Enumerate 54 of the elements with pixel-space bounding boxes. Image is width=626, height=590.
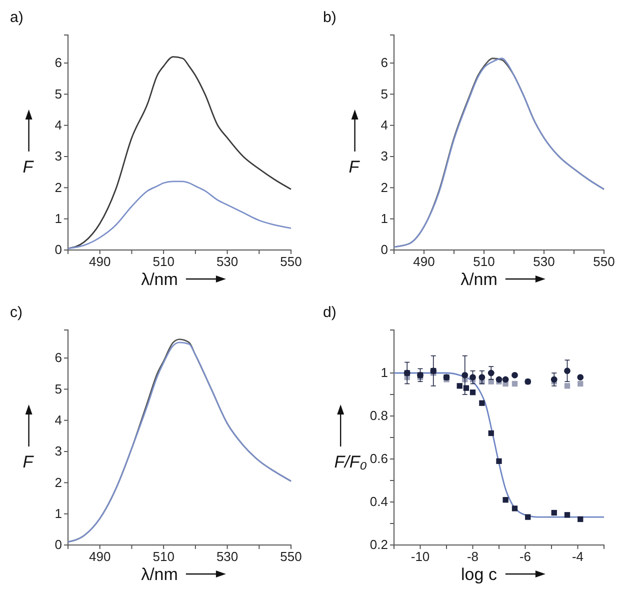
chart-title: b): [323, 9, 336, 26]
y-tick-label: 2: [54, 474, 62, 490]
y-tick-label: 0.4: [370, 494, 388, 510]
x-tick-label: -6: [519, 549, 532, 564]
y-tick-label: 3: [54, 148, 62, 164]
y-tick-label: 0: [54, 537, 62, 552]
x-tick-label: 510: [473, 254, 495, 270]
x-tick-label: 530: [216, 254, 238, 270]
x-tick-label: 530: [216, 549, 238, 564]
y-tick-label: 5: [380, 86, 388, 102]
y-tick-label: 4: [380, 118, 388, 133]
x-axis-title: λ/nm: [141, 270, 178, 289]
y-axis-title: F/F₀: [334, 452, 367, 472]
x-tick-label: 550: [280, 549, 302, 564]
y-axis-title: F: [22, 158, 35, 176]
y-tick-label: 6: [54, 55, 62, 70]
x-axis-title: λ/nm: [141, 565, 178, 584]
y-tick-label: 0: [380, 242, 388, 258]
y-tick-label: 5: [54, 86, 62, 102]
x-tick-label: 530: [533, 254, 555, 270]
y-tick-label: 3: [54, 444, 62, 459]
chart-title: d): [323, 304, 336, 321]
x-axis-title: λ/nm: [460, 270, 498, 289]
chart-title: a): [10, 9, 24, 26]
y-tick-label: 5: [54, 381, 62, 396]
x-axis-title: log c: [461, 565, 498, 584]
x-tick-label: 510: [152, 254, 174, 270]
x-tick-label: 490: [413, 254, 435, 270]
y-tick-label: 0: [54, 242, 62, 258]
y-tick-label: 6: [380, 55, 388, 70]
y-tick-label: 0.6: [370, 451, 388, 466]
y-tick-label: 2: [54, 180, 62, 195]
x-tick-label: 490: [89, 254, 111, 270]
x-tick-label: -4: [572, 549, 584, 564]
chart-title: c): [10, 304, 22, 321]
x-tick-label: 490: [89, 549, 111, 564]
x-tick-label: 550: [280, 254, 302, 270]
y-tick-label: 2: [380, 180, 388, 195]
y-tick-label: 0.2: [370, 537, 388, 552]
y-tick-label: 4: [54, 412, 62, 428]
y-tick-label: 6: [54, 350, 62, 366]
y-tick-label: 1: [380, 365, 388, 380]
y-tick-label: 1: [380, 211, 388, 226]
y-axis-title: F: [348, 158, 361, 176]
y-tick-label: 1: [54, 506, 62, 521]
y-tick-label: 1: [54, 211, 62, 226]
x-tick-label: -10: [410, 549, 430, 564]
y-tick-label: 4: [54, 118, 62, 133]
y-axis-title: F: [22, 452, 35, 472]
y-tick-label: 0.8: [370, 408, 388, 424]
y-tick-label: 3: [380, 148, 388, 164]
x-tick-label: -8: [466, 549, 479, 564]
x-tick-label: 510: [152, 549, 174, 564]
x-tick-label: 550: [593, 254, 615, 270]
